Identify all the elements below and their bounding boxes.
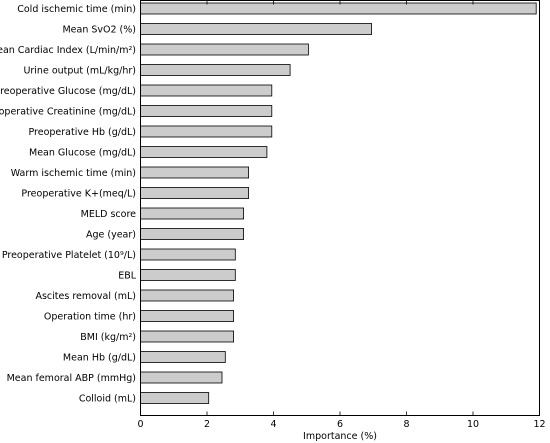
x-tick-label: 2 — [204, 419, 210, 430]
bar — [140, 228, 244, 240]
bar — [140, 105, 273, 117]
category-label: Operation time (hr) — [44, 311, 136, 322]
category-label: BMI (kg/m²) — [80, 332, 136, 343]
plot-frame — [140, 0, 540, 416]
bar — [140, 269, 236, 281]
bar — [140, 187, 249, 199]
bar — [140, 289, 234, 302]
bar — [140, 23, 373, 35]
category-label: Cold ischemic time (min) — [17, 4, 136, 15]
bar — [140, 330, 234, 343]
x-axis-title: Importance (%) — [303, 431, 377, 442]
bars-group — [140, 2, 537, 404]
category-label: Preoperative Hb (g/dL) — [28, 127, 136, 138]
bar — [140, 351, 226, 363]
category-label: Preoperative Platelet (10⁹/L) — [2, 250, 136, 261]
bar — [140, 371, 223, 384]
bar — [140, 2, 537, 15]
bar — [140, 392, 210, 404]
category-label: Preoperative Creatinine (mg/dL) — [0, 106, 136, 117]
category-label: Mean Glucose (mg/dL) — [29, 147, 136, 158]
x-tick-label: 12 — [533, 419, 545, 430]
category-label: Colloid (mL) — [79, 393, 136, 404]
category-label: Mean Hb (g/dL) — [63, 352, 136, 363]
x-tick-label: 6 — [337, 419, 343, 430]
category-labels: Cold ischemic time (min) Mean SvO2 (%) Mea… — [0, 4, 137, 404]
x-axis-ticks: 0 2 4 6 8 10 12 — [137, 0, 546, 430]
x-tick-label: 10 — [467, 419, 479, 430]
category-label: Preoperative K+(meq/L) — [21, 188, 136, 199]
category-label: Preoperative Glucose (mg/dL) — [0, 86, 136, 97]
bar — [140, 64, 291, 76]
bar — [140, 146, 268, 158]
category-label: Warm ischemic time (min) — [11, 168, 136, 179]
category-label: Mean SvO2 (%) — [62, 24, 136, 35]
x-tick-label: 8 — [403, 419, 409, 430]
category-label: EBL — [118, 270, 137, 281]
x-tick-label: 4 — [270, 419, 276, 430]
bar — [140, 125, 273, 138]
bar — [140, 84, 273, 97]
bar — [140, 166, 249, 179]
category-label: Mean Cardiac Index (L/min/m²) — [0, 45, 136, 56]
category-label: Mean femoral ABP (mmHg) — [7, 373, 136, 384]
category-label: Urine output (mL/kg/hr) — [23, 65, 136, 76]
bar — [140, 207, 244, 220]
category-label: Ascites removal (mL) — [35, 291, 136, 302]
x-tick-label: 0 — [137, 419, 143, 430]
category-label: MELD score — [81, 209, 137, 220]
bar — [140, 310, 234, 322]
category-label: Age (year) — [86, 229, 136, 240]
bar — [140, 248, 236, 261]
bar — [140, 43, 309, 56]
